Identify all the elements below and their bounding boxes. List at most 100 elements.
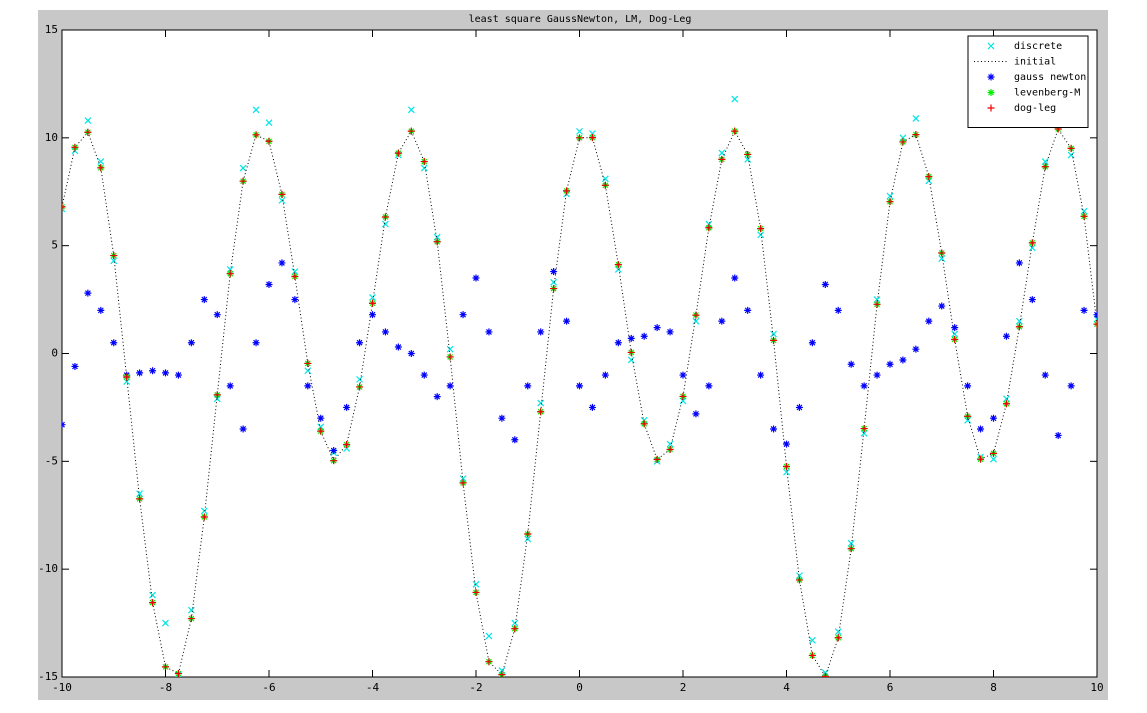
marker [614,339,622,347]
x-tick-label: -4 [366,681,380,694]
marker [847,539,855,547]
marker [925,173,933,181]
marker [576,127,583,135]
marker [382,220,389,228]
y-tick-label: 0 [51,347,58,360]
marker [912,345,920,353]
marker [1015,323,1023,331]
marker [860,425,868,433]
marker [744,306,752,314]
marker [1015,317,1023,325]
marker [162,369,169,377]
marker [795,403,803,411]
marker [770,425,778,433]
marker [226,270,234,278]
marker [1002,400,1010,408]
y-tick-label: -15 [38,670,58,683]
marker [446,345,454,353]
marker [744,150,752,158]
marker [265,280,273,288]
marker [640,332,648,340]
marker [420,371,428,379]
marker [524,535,532,543]
x-tick-label: 6 [887,681,894,694]
marker [757,225,765,233]
marker [511,436,519,444]
marker [213,311,221,319]
marker [770,330,777,338]
marker [808,339,816,347]
marker [330,447,338,455]
marker [757,371,765,379]
marker [356,375,363,383]
x-tick-label: 4 [783,681,790,694]
marker [550,285,558,293]
marker [1028,239,1036,247]
marker [770,336,778,344]
marker [731,127,739,135]
marker [1054,431,1062,439]
marker [369,299,376,307]
marker [252,339,260,347]
x-tick-label: -2 [469,681,482,694]
marker [84,289,92,297]
marker [1041,158,1049,165]
marker [666,328,674,336]
marker [550,278,558,286]
marker [1028,296,1036,304]
marker [278,190,286,198]
marker [1080,212,1088,220]
marker [808,636,816,644]
marker [149,599,157,607]
marker [343,441,351,449]
marker [847,545,855,553]
x-tick-label: 2 [680,681,687,694]
marker [381,328,389,336]
x-tick-label: -6 [262,681,275,694]
marker [614,261,622,269]
marker [278,196,286,204]
marker [381,213,389,221]
marker [576,134,583,142]
legend-label: initial [1014,57,1056,68]
marker [356,339,364,347]
marker [433,238,441,246]
marker [692,317,700,325]
marker [71,143,79,151]
y-tick-label: 10 [45,131,58,144]
marker [162,663,169,671]
marker [71,362,79,370]
x-tick-label: 10 [1090,681,1103,694]
x-tick-label: -10 [52,681,72,694]
marker [951,335,959,343]
marker [938,249,946,257]
marker [472,588,480,596]
marker [1002,332,1010,340]
marker [420,164,428,172]
plot-marks [62,95,1097,677]
marker [110,257,118,265]
marker [174,371,182,379]
marker [653,455,661,463]
marker [977,455,985,463]
marker [679,371,687,379]
marker [1080,306,1088,314]
marker [1080,207,1088,215]
marker [640,420,648,428]
marker [873,300,881,308]
marker [834,306,842,314]
marker [291,273,299,281]
marker [420,158,428,166]
marker [1067,151,1075,159]
marker [757,231,765,239]
marker [200,296,208,304]
x-tick-label: 8 [990,681,997,694]
x-tick-label: -8 [159,681,172,694]
marker [1003,395,1010,403]
marker [783,468,790,476]
marker [187,339,195,347]
marker [343,403,351,411]
marker [226,382,234,390]
marker [537,408,545,416]
